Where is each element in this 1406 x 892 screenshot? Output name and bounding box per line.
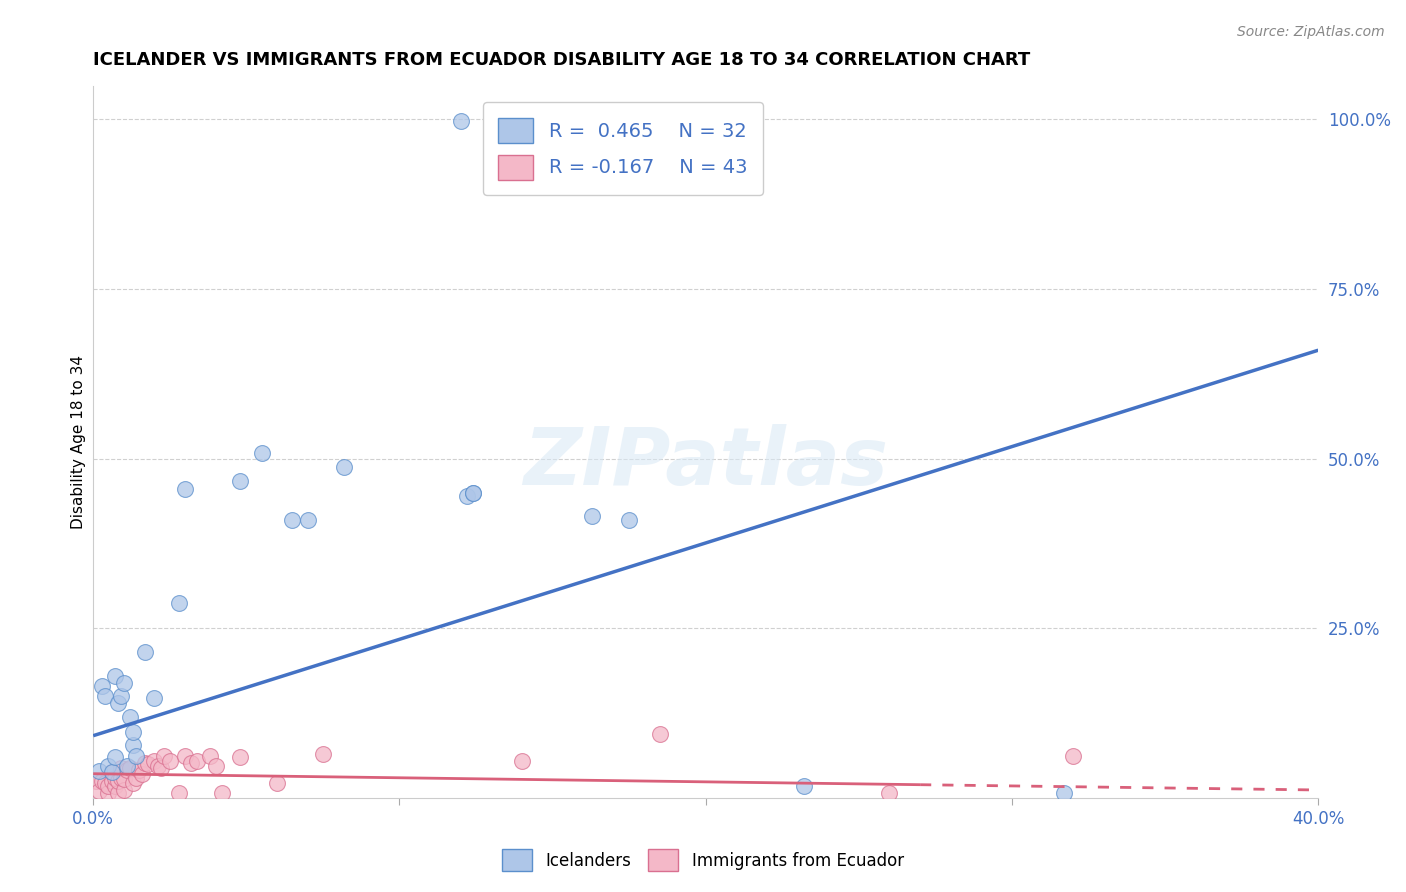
Point [131, 767, 153, 781]
Point [581, 509, 603, 524]
Point [110, 690, 132, 704]
Point [125, 771, 148, 785]
Point [89, 784, 111, 798]
Point [461, 485, 484, 500]
Point [104, 750, 127, 764]
Legend: Icelanders, Immigrants from Ecuador: Icelanders, Immigrants from Ecuador [494, 841, 912, 880]
Point [100, 765, 122, 780]
Point [159, 754, 181, 768]
Point [143, 690, 166, 705]
Text: ICELANDER VS IMMIGRANTS FROM ECUADOR DISABILITY AGE 18 TO 34 CORRELATION CHART: ICELANDER VS IMMIGRANTS FROM ECUADOR DIS… [93, 51, 1031, 69]
Point [107, 774, 129, 789]
Point [149, 761, 172, 775]
Point [617, 513, 640, 527]
Point [167, 596, 190, 610]
Point [281, 513, 304, 527]
Point [333, 459, 356, 474]
Point [110, 761, 132, 775]
Point [198, 749, 221, 764]
Point [115, 758, 138, 772]
Point [146, 758, 169, 772]
Point [174, 483, 197, 497]
Point [94, 776, 117, 790]
Point [107, 696, 129, 710]
Point [97, 758, 120, 772]
Point [97, 786, 120, 800]
Point [97, 779, 120, 793]
Point [136, 757, 159, 772]
Point [128, 763, 150, 777]
Text: ZIPatlas: ZIPatlas [523, 425, 889, 502]
Point [118, 709, 141, 723]
Point [250, 446, 273, 460]
Point [879, 786, 901, 800]
Point [115, 763, 138, 777]
Point [122, 738, 145, 752]
Point [94, 690, 117, 704]
Point [134, 645, 156, 659]
Point [204, 758, 226, 772]
Point [229, 750, 252, 764]
Point [110, 771, 132, 785]
Point [84, 774, 107, 789]
Point [186, 754, 208, 768]
Point [91, 774, 114, 789]
Point [104, 779, 127, 793]
Point [100, 774, 122, 789]
Point [143, 754, 166, 768]
Point [461, 485, 484, 500]
Point [91, 679, 114, 693]
Point [125, 749, 148, 764]
Point [152, 749, 174, 764]
Point [107, 786, 129, 800]
Point [648, 726, 671, 740]
Point [229, 474, 252, 488]
Point [174, 749, 197, 764]
Point [1053, 786, 1076, 800]
Point [510, 754, 533, 768]
Point [312, 747, 335, 761]
Point [456, 489, 478, 503]
Point [1062, 749, 1084, 764]
Point [297, 513, 319, 527]
Point [112, 772, 135, 786]
Point [211, 786, 233, 800]
Point [167, 786, 190, 800]
Point [450, 113, 472, 128]
Point [112, 675, 135, 690]
Point [100, 765, 122, 780]
Y-axis label: Disability Age 18 to 34: Disability Age 18 to 34 [72, 355, 86, 529]
Point [89, 764, 111, 778]
Point [118, 761, 141, 775]
Point [793, 779, 815, 793]
Point [134, 756, 156, 770]
Legend: R =  0.465    N = 32, R = -0.167    N = 43: R = 0.465 N = 32, R = -0.167 N = 43 [482, 103, 763, 195]
Point [266, 776, 288, 790]
Text: Source: ZipAtlas.com: Source: ZipAtlas.com [1237, 25, 1385, 39]
Point [122, 724, 145, 739]
Point [104, 771, 127, 785]
Point [180, 756, 202, 770]
Point [112, 783, 135, 797]
Point [104, 669, 127, 683]
Point [122, 776, 145, 790]
